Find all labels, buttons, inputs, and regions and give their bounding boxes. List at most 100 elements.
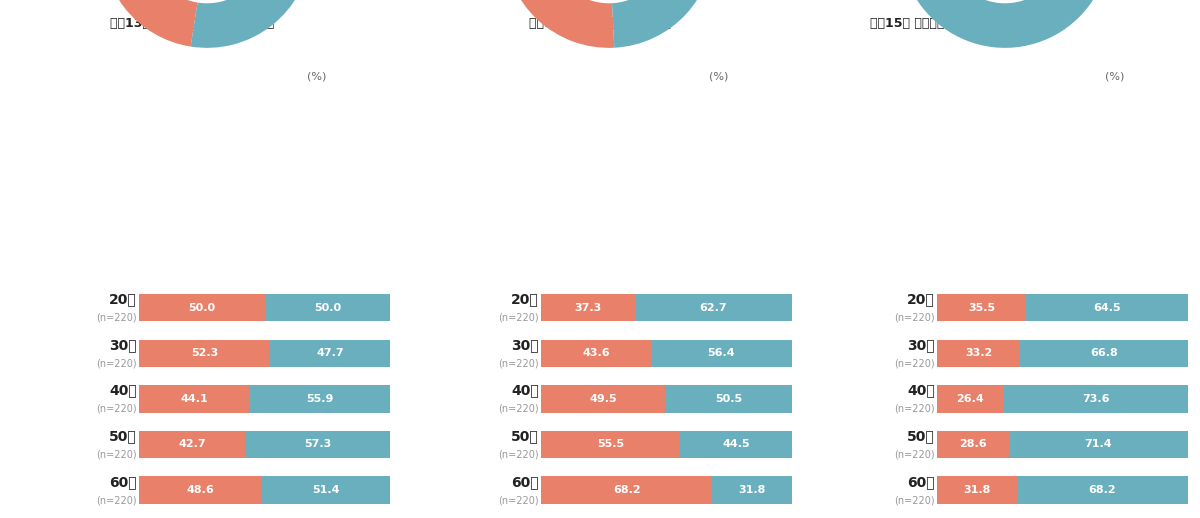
Text: 43.6: 43.6 bbox=[582, 348, 610, 358]
Text: (n=220): (n=220) bbox=[96, 404, 137, 414]
Text: (n=220): (n=220) bbox=[894, 495, 935, 505]
Text: 48.6: 48.6 bbox=[186, 485, 214, 495]
Wedge shape bbox=[907, 0, 1110, 48]
Text: (n=220): (n=220) bbox=[96, 358, 137, 368]
Bar bbox=[246, 431, 390, 458]
Text: 52.3: 52.3 bbox=[191, 348, 218, 358]
Text: 40代: 40代 bbox=[511, 384, 539, 398]
Bar bbox=[264, 294, 390, 321]
Text: 20代: 20代 bbox=[907, 293, 935, 307]
Text: 64.5: 64.5 bbox=[1093, 303, 1121, 313]
Text: 73.6: 73.6 bbox=[1082, 394, 1110, 404]
Bar bbox=[250, 385, 390, 412]
Bar bbox=[937, 340, 1020, 367]
Text: (n=220): (n=220) bbox=[498, 495, 539, 505]
Text: 35.5: 35.5 bbox=[968, 303, 995, 313]
Text: 71.4: 71.4 bbox=[1085, 439, 1112, 450]
Bar bbox=[635, 294, 792, 321]
Text: 50代: 50代 bbox=[907, 429, 935, 443]
Text: (n=220): (n=220) bbox=[498, 313, 539, 323]
Text: ＜図14＞ 飲み会の際、最初の一杯は？: ＜図14＞ 飲み会の際、最初の一杯は？ bbox=[529, 17, 671, 30]
Text: 20代: 20代 bbox=[109, 293, 137, 307]
Wedge shape bbox=[610, 0, 714, 48]
Text: (n=220): (n=220) bbox=[96, 313, 137, 323]
Text: (%): (%) bbox=[1105, 71, 1124, 82]
Bar bbox=[1009, 431, 1188, 458]
Text: 33.2: 33.2 bbox=[965, 348, 992, 358]
Text: (n=220): (n=220) bbox=[894, 313, 935, 323]
Text: 40代: 40代 bbox=[907, 384, 935, 398]
Text: (n=220): (n=220) bbox=[498, 404, 539, 414]
Bar bbox=[937, 385, 1003, 412]
Bar bbox=[937, 431, 1009, 458]
Text: 30代: 30代 bbox=[511, 338, 539, 352]
Text: 60代: 60代 bbox=[109, 475, 137, 489]
Text: 37.3: 37.3 bbox=[575, 303, 601, 313]
Bar bbox=[541, 477, 713, 503]
Text: 50代: 50代 bbox=[511, 429, 539, 443]
Text: 50.0: 50.0 bbox=[313, 303, 341, 313]
Bar bbox=[665, 385, 792, 412]
Text: 30代: 30代 bbox=[907, 338, 935, 352]
Text: 55.9: 55.9 bbox=[306, 394, 334, 404]
Bar bbox=[139, 294, 264, 321]
Text: ＜図13＞ 唐揚げにレモンかける？かけない？: ＜図13＞ 唐揚げにレモンかける？かけない？ bbox=[110, 17, 274, 30]
Text: (n=220): (n=220) bbox=[96, 495, 137, 505]
Text: 56.4: 56.4 bbox=[708, 348, 736, 358]
Text: 44.5: 44.5 bbox=[722, 439, 750, 450]
Text: 50.5: 50.5 bbox=[715, 394, 743, 404]
Text: 50代: 50代 bbox=[109, 429, 137, 443]
Bar bbox=[541, 340, 650, 367]
Bar bbox=[139, 385, 250, 412]
Bar bbox=[1026, 294, 1188, 321]
Circle shape bbox=[946, 0, 1064, 3]
Text: (n=220): (n=220) bbox=[96, 450, 137, 459]
Text: 51.4: 51.4 bbox=[312, 485, 340, 495]
Bar bbox=[650, 340, 792, 367]
Text: 28.6: 28.6 bbox=[959, 439, 986, 450]
Text: 40代: 40代 bbox=[109, 384, 137, 398]
Text: 57.3: 57.3 bbox=[305, 439, 331, 450]
Bar bbox=[541, 294, 635, 321]
Text: (n=220): (n=220) bbox=[498, 450, 539, 459]
Bar bbox=[937, 294, 1026, 321]
Text: 44.1: 44.1 bbox=[181, 394, 209, 404]
Text: (n=220): (n=220) bbox=[894, 450, 935, 459]
Text: (n=220): (n=220) bbox=[894, 404, 935, 414]
Circle shape bbox=[550, 0, 668, 3]
Wedge shape bbox=[102, 0, 208, 47]
Text: 60代: 60代 bbox=[511, 475, 539, 489]
Bar bbox=[541, 385, 665, 412]
Bar bbox=[1020, 340, 1188, 367]
Text: (%): (%) bbox=[709, 71, 728, 82]
Text: ＜図15＞ 休みの日はアウトドア派？インドア派？: ＜図15＞ 休みの日はアウトドア派？インドア派？ bbox=[870, 17, 1050, 30]
Text: 20代: 20代 bbox=[511, 293, 539, 307]
Bar bbox=[541, 431, 680, 458]
Bar bbox=[1016, 477, 1188, 503]
Text: 30代: 30代 bbox=[109, 338, 137, 352]
Text: (n=220): (n=220) bbox=[894, 358, 935, 368]
Bar bbox=[937, 477, 1016, 503]
Text: 68.2: 68.2 bbox=[613, 485, 641, 495]
Text: 26.4: 26.4 bbox=[956, 394, 984, 404]
Wedge shape bbox=[191, 0, 312, 48]
Text: 66.8: 66.8 bbox=[1091, 348, 1118, 358]
Text: 55.5: 55.5 bbox=[598, 439, 624, 450]
Text: 60代: 60代 bbox=[907, 475, 935, 489]
Bar bbox=[139, 477, 262, 503]
Text: 62.7: 62.7 bbox=[700, 303, 727, 313]
Bar bbox=[139, 340, 270, 367]
Text: 49.5: 49.5 bbox=[589, 394, 617, 404]
Text: 31.8: 31.8 bbox=[964, 485, 991, 495]
Bar bbox=[139, 431, 246, 458]
Text: 47.7: 47.7 bbox=[317, 348, 344, 358]
Bar bbox=[270, 340, 390, 367]
Text: (%): (%) bbox=[307, 71, 326, 82]
Circle shape bbox=[148, 0, 266, 3]
Text: (n=220): (n=220) bbox=[498, 358, 539, 368]
Text: 31.8: 31.8 bbox=[738, 485, 766, 495]
Bar bbox=[680, 431, 792, 458]
Bar bbox=[262, 477, 390, 503]
Text: 50.0: 50.0 bbox=[188, 303, 216, 313]
Bar bbox=[1003, 385, 1188, 412]
